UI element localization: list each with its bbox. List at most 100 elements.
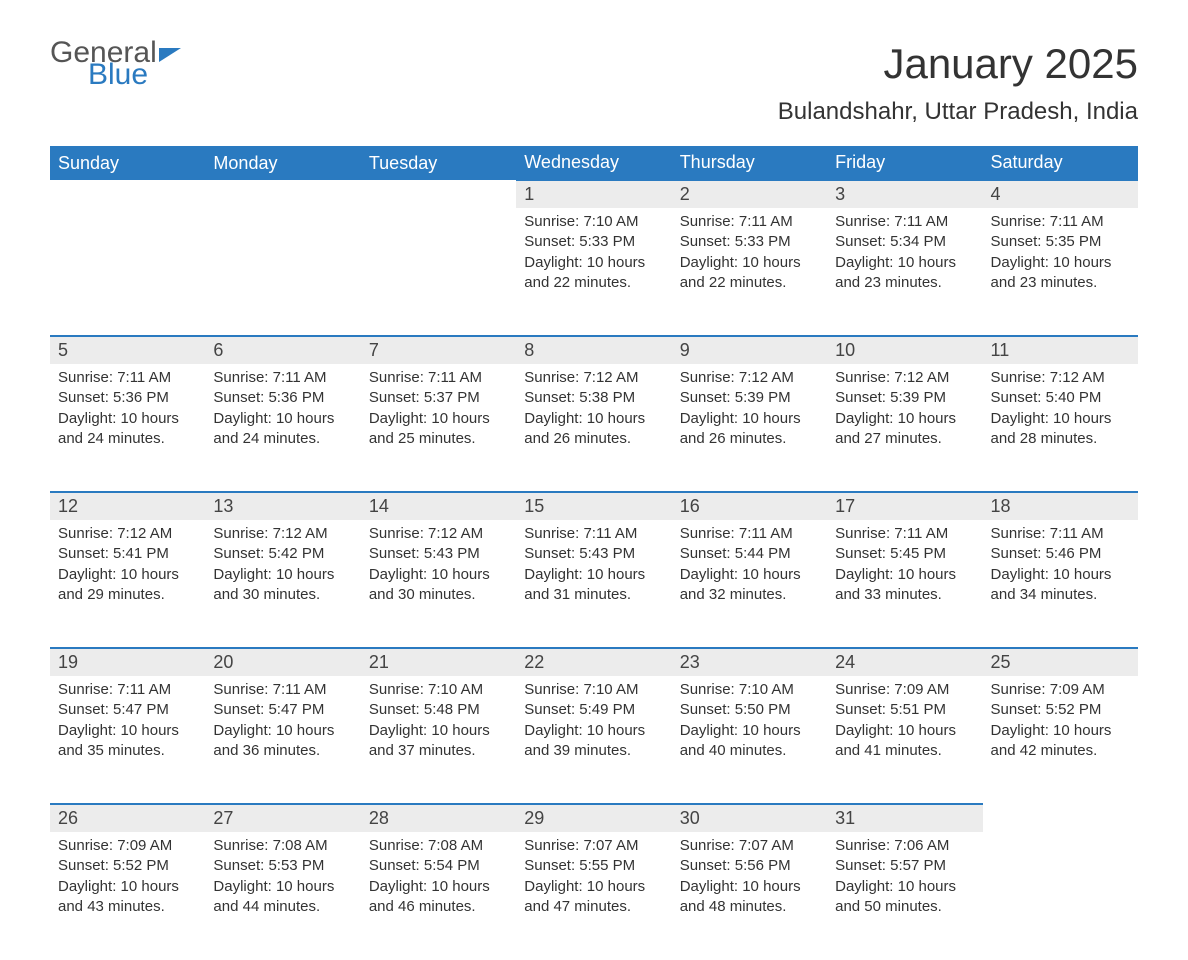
sunset-text: Sunset: 5:47 PM — [58, 700, 197, 720]
sunrise-text: Sunrise: 7:12 AM — [213, 524, 352, 544]
day-content-cell: Sunrise: 7:11 AMSunset: 5:47 PMDaylight:… — [205, 676, 360, 804]
sunset-text: Sunset: 5:39 PM — [835, 388, 974, 408]
sunset-text: Sunset: 5:46 PM — [991, 544, 1130, 564]
day-number-cell: 25 — [983, 648, 1138, 676]
day-content-cell: Sunrise: 7:12 AMSunset: 5:40 PMDaylight:… — [983, 364, 1138, 492]
day-content-cell: Sunrise: 7:06 AMSunset: 5:57 PMDaylight:… — [827, 832, 982, 960]
content-row: Sunrise: 7:09 AMSunset: 5:52 PMDaylight:… — [50, 832, 1138, 960]
day-content-cell: Sunrise: 7:11 AMSunset: 5:33 PMDaylight:… — [672, 208, 827, 336]
day-number-cell: 22 — [516, 648, 671, 676]
sunset-text: Sunset: 5:33 PM — [524, 232, 663, 252]
sunset-text: Sunset: 5:42 PM — [213, 544, 352, 564]
daylight-text: Daylight: 10 hours and 28 minutes. — [991, 409, 1130, 450]
daynum-row: 262728293031 — [50, 804, 1138, 832]
daylight-text: Daylight: 10 hours and 22 minutes. — [680, 253, 819, 294]
daylight-text: Daylight: 10 hours and 23 minutes. — [991, 253, 1130, 294]
sunset-text: Sunset: 5:41 PM — [58, 544, 197, 564]
day-header: Monday — [205, 146, 360, 180]
day-content-cell: Sunrise: 7:10 AMSunset: 5:49 PMDaylight:… — [516, 676, 671, 804]
daylight-text: Daylight: 10 hours and 35 minutes. — [58, 721, 197, 762]
day-number-cell: 7 — [361, 336, 516, 364]
day-number-cell: 11 — [983, 336, 1138, 364]
sunset-text: Sunset: 5:49 PM — [524, 700, 663, 720]
day-content-cell: Sunrise: 7:09 AMSunset: 5:51 PMDaylight:… — [827, 676, 982, 804]
day-content-cell: Sunrise: 7:12 AMSunset: 5:39 PMDaylight:… — [672, 364, 827, 492]
day-number-cell — [205, 180, 360, 208]
sunrise-text: Sunrise: 7:06 AM — [835, 836, 974, 856]
day-number-cell: 5 — [50, 336, 205, 364]
day-number-cell: 6 — [205, 336, 360, 364]
day-number-cell: 4 — [983, 180, 1138, 208]
day-number-cell: 30 — [672, 804, 827, 832]
day-number-cell: 8 — [516, 336, 671, 364]
sunset-text: Sunset: 5:34 PM — [835, 232, 974, 252]
sunset-text: Sunset: 5:40 PM — [991, 388, 1130, 408]
sunrise-text: Sunrise: 7:12 AM — [835, 368, 974, 388]
sunrise-text: Sunrise: 7:10 AM — [524, 212, 663, 232]
sunset-text: Sunset: 5:35 PM — [991, 232, 1130, 252]
day-content-cell: Sunrise: 7:07 AMSunset: 5:55 PMDaylight:… — [516, 832, 671, 960]
day-content-cell: Sunrise: 7:11 AMSunset: 5:36 PMDaylight:… — [205, 364, 360, 492]
daylight-text: Daylight: 10 hours and 30 minutes. — [213, 565, 352, 606]
logo-flag-icon — [159, 48, 181, 62]
day-content-cell: Sunrise: 7:11 AMSunset: 5:34 PMDaylight:… — [827, 208, 982, 336]
day-number-cell: 17 — [827, 492, 982, 520]
day-content-cell: Sunrise: 7:12 AMSunset: 5:41 PMDaylight:… — [50, 520, 205, 648]
daylight-text: Daylight: 10 hours and 22 minutes. — [524, 253, 663, 294]
day-content-cell: Sunrise: 7:12 AMSunset: 5:39 PMDaylight:… — [827, 364, 982, 492]
day-content-cell: Sunrise: 7:08 AMSunset: 5:54 PMDaylight:… — [361, 832, 516, 960]
daylight-text: Daylight: 10 hours and 48 minutes. — [680, 877, 819, 918]
daylight-text: Daylight: 10 hours and 24 minutes. — [213, 409, 352, 450]
day-number-cell: 28 — [361, 804, 516, 832]
day-number-cell: 15 — [516, 492, 671, 520]
sunrise-text: Sunrise: 7:08 AM — [369, 836, 508, 856]
day-number-cell: 2 — [672, 180, 827, 208]
daynum-row: 19202122232425 — [50, 648, 1138, 676]
daylight-text: Daylight: 10 hours and 42 minutes. — [991, 721, 1130, 762]
sunset-text: Sunset: 5:39 PM — [680, 388, 819, 408]
day-content-cell: Sunrise: 7:11 AMSunset: 5:37 PMDaylight:… — [361, 364, 516, 492]
day-content-cell: Sunrise: 7:12 AMSunset: 5:43 PMDaylight:… — [361, 520, 516, 648]
sunset-text: Sunset: 5:43 PM — [524, 544, 663, 564]
sunrise-text: Sunrise: 7:12 AM — [680, 368, 819, 388]
sunset-text: Sunset: 5:54 PM — [369, 856, 508, 876]
day-number-cell: 24 — [827, 648, 982, 676]
day-header: Friday — [827, 146, 982, 180]
day-header: Thursday — [672, 146, 827, 180]
sunrise-text: Sunrise: 7:11 AM — [991, 524, 1130, 544]
day-number-cell: 18 — [983, 492, 1138, 520]
daylight-text: Daylight: 10 hours and 30 minutes. — [369, 565, 508, 606]
daylight-text: Daylight: 10 hours and 43 minutes. — [58, 877, 197, 918]
daynum-row: 567891011 — [50, 336, 1138, 364]
sunrise-text: Sunrise: 7:07 AM — [524, 836, 663, 856]
sunset-text: Sunset: 5:57 PM — [835, 856, 974, 876]
sunset-text: Sunset: 5:45 PM — [835, 544, 974, 564]
daylight-text: Daylight: 10 hours and 40 minutes. — [680, 721, 819, 762]
day-content-cell — [361, 208, 516, 336]
sunrise-text: Sunrise: 7:07 AM — [680, 836, 819, 856]
sunrise-text: Sunrise: 7:12 AM — [524, 368, 663, 388]
daynum-row: 12131415161718 — [50, 492, 1138, 520]
day-content-cell: Sunrise: 7:11 AMSunset: 5:44 PMDaylight:… — [672, 520, 827, 648]
calendar-table: SundayMondayTuesdayWednesdayThursdayFrid… — [50, 146, 1138, 960]
sunrise-text: Sunrise: 7:09 AM — [58, 836, 197, 856]
day-content-cell: Sunrise: 7:08 AMSunset: 5:53 PMDaylight:… — [205, 832, 360, 960]
daylight-text: Daylight: 10 hours and 25 minutes. — [369, 409, 508, 450]
sunrise-text: Sunrise: 7:11 AM — [680, 212, 819, 232]
sunrise-text: Sunrise: 7:10 AM — [524, 680, 663, 700]
sunset-text: Sunset: 5:56 PM — [680, 856, 819, 876]
daylight-text: Daylight: 10 hours and 24 minutes. — [58, 409, 197, 450]
day-content-cell: Sunrise: 7:11 AMSunset: 5:35 PMDaylight:… — [983, 208, 1138, 336]
sunrise-text: Sunrise: 7:09 AM — [835, 680, 974, 700]
month-title: January 2025 — [778, 40, 1138, 88]
day-content-cell: Sunrise: 7:10 AMSunset: 5:33 PMDaylight:… — [516, 208, 671, 336]
sunset-text: Sunset: 5:53 PM — [213, 856, 352, 876]
title-block: January 2025 Bulandshahr, Uttar Pradesh,… — [778, 40, 1138, 138]
daylight-text: Daylight: 10 hours and 29 minutes. — [58, 565, 197, 606]
day-header: Wednesday — [516, 146, 671, 180]
daylight-text: Daylight: 10 hours and 50 minutes. — [835, 877, 974, 918]
sunset-text: Sunset: 5:48 PM — [369, 700, 508, 720]
header: General Blue January 2025 Bulandshahr, U… — [50, 40, 1138, 138]
daylight-text: Daylight: 10 hours and 26 minutes. — [524, 409, 663, 450]
day-number-cell: 13 — [205, 492, 360, 520]
